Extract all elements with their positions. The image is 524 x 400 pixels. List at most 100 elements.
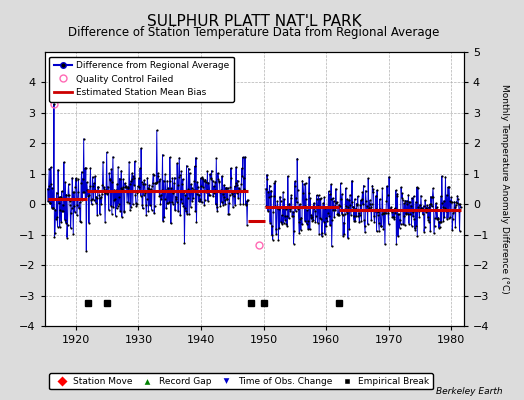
Point xyxy=(65,192,73,198)
Point xyxy=(124,200,133,206)
Point xyxy=(185,211,193,217)
Point xyxy=(357,218,366,225)
Point xyxy=(326,222,334,228)
Point xyxy=(85,192,94,198)
Point xyxy=(390,216,399,222)
Point xyxy=(426,228,434,235)
Point xyxy=(82,247,91,254)
Point xyxy=(76,218,84,224)
Point xyxy=(187,181,195,187)
Point xyxy=(287,192,296,198)
Point xyxy=(294,219,303,226)
Point xyxy=(340,219,348,226)
Point xyxy=(196,198,204,204)
Point xyxy=(93,212,102,218)
Point xyxy=(411,199,420,205)
Point xyxy=(446,214,454,220)
Point xyxy=(310,200,318,206)
Point xyxy=(270,203,279,209)
Point xyxy=(394,233,402,240)
Point xyxy=(338,191,346,198)
Point xyxy=(315,196,324,202)
Point xyxy=(83,187,92,193)
Point xyxy=(350,212,358,219)
Point xyxy=(361,229,369,236)
Point xyxy=(442,208,450,214)
Point xyxy=(50,100,58,107)
Point xyxy=(305,174,313,180)
Point xyxy=(219,201,227,208)
Point xyxy=(115,193,123,200)
Point xyxy=(299,190,307,196)
Point xyxy=(285,201,293,207)
Point xyxy=(399,213,408,220)
Point xyxy=(358,195,366,202)
Point xyxy=(202,188,211,195)
Point xyxy=(454,196,462,202)
Point xyxy=(68,175,77,181)
Point xyxy=(59,208,68,214)
Point xyxy=(135,188,144,194)
Point xyxy=(346,202,355,208)
Point xyxy=(135,175,143,182)
Point xyxy=(319,203,327,210)
Point xyxy=(231,201,239,208)
Point xyxy=(372,192,380,199)
Point xyxy=(92,194,101,200)
Point xyxy=(118,184,127,190)
Point xyxy=(342,185,350,192)
Point xyxy=(110,187,118,193)
Point xyxy=(179,176,187,182)
Point xyxy=(75,199,84,206)
Point xyxy=(228,191,236,197)
Point xyxy=(167,220,175,227)
Point xyxy=(127,176,136,182)
Point xyxy=(227,165,235,171)
Point xyxy=(212,201,220,208)
Point xyxy=(353,200,361,207)
Point xyxy=(232,180,240,186)
Point xyxy=(203,186,211,193)
Point xyxy=(94,184,102,190)
Point xyxy=(194,184,202,190)
Point xyxy=(418,211,427,218)
Point xyxy=(221,201,230,208)
Point xyxy=(422,209,430,215)
Point xyxy=(343,196,352,202)
Point xyxy=(314,202,322,209)
Point xyxy=(332,200,341,206)
Point xyxy=(378,211,386,217)
Point xyxy=(217,187,225,194)
Point xyxy=(424,204,433,210)
Point xyxy=(190,178,199,184)
Point xyxy=(81,196,90,203)
Point xyxy=(44,198,52,205)
Point xyxy=(72,177,81,184)
Point xyxy=(265,194,273,200)
Point xyxy=(410,216,418,222)
Point xyxy=(156,200,165,207)
Point xyxy=(223,196,232,202)
Point xyxy=(235,185,243,191)
Point xyxy=(430,223,439,229)
Point xyxy=(345,226,354,232)
Point xyxy=(376,196,384,202)
Point xyxy=(239,200,248,207)
Point xyxy=(403,211,412,218)
Point xyxy=(55,194,63,201)
Point xyxy=(325,213,333,220)
Point xyxy=(279,189,287,195)
Point xyxy=(373,187,381,193)
Point xyxy=(46,200,54,206)
Point xyxy=(95,192,104,198)
Point xyxy=(367,204,375,210)
Point xyxy=(130,175,138,182)
Point xyxy=(346,192,354,198)
Point xyxy=(343,209,351,216)
Point xyxy=(155,193,163,200)
Point xyxy=(423,202,431,208)
Point xyxy=(271,226,280,232)
Point xyxy=(101,219,110,225)
Point xyxy=(49,205,58,211)
Point xyxy=(395,211,403,218)
